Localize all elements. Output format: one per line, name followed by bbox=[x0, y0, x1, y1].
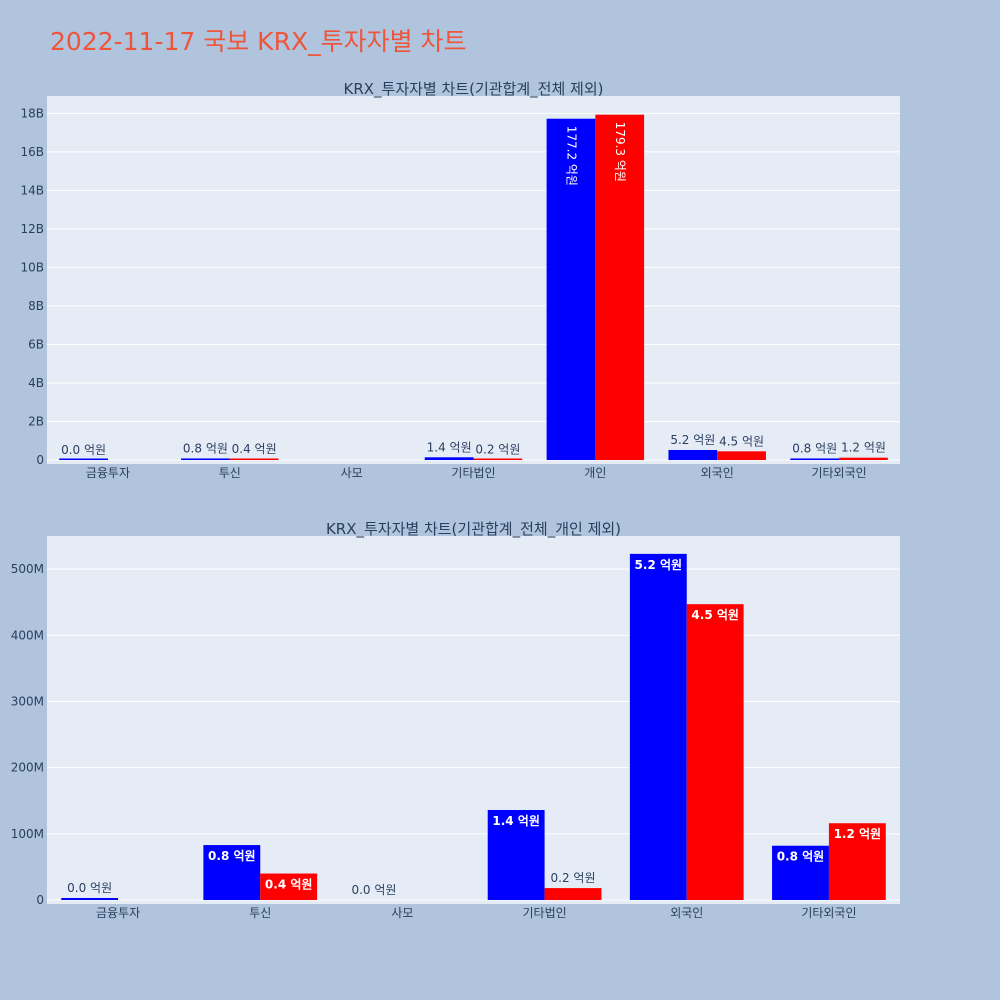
data-label: 0.0 억원 bbox=[67, 881, 112, 895]
y-tick-label: 200M bbox=[11, 761, 44, 775]
data-label: 1.4 억원 bbox=[427, 440, 472, 454]
bar bbox=[203, 845, 261, 900]
bar bbox=[595, 114, 645, 460]
plot-area bbox=[47, 96, 900, 464]
y-tick-label: 14B bbox=[20, 183, 44, 197]
data-label: 0.4 억원 bbox=[232, 442, 277, 456]
bar bbox=[61, 898, 119, 900]
bar bbox=[544, 888, 602, 900]
bar bbox=[424, 457, 474, 460]
x-tick-label: 사모 bbox=[391, 906, 413, 920]
data-label: 177.2 억원 bbox=[564, 126, 578, 186]
bar bbox=[668, 449, 718, 460]
data-label: 5.2 억원 bbox=[635, 558, 683, 572]
bar bbox=[181, 458, 230, 460]
data-label: 0.8 억원 bbox=[792, 441, 837, 455]
x-tick-label: 금융투자 bbox=[86, 466, 130, 480]
bar bbox=[839, 457, 888, 460]
x-tick-label: 기타법인 bbox=[522, 906, 566, 920]
chart-2: 0 100M 200M 300M 400M 500M KRX_투자자별 차트(기관합계_전체… bbox=[11, 520, 900, 920]
chart-title: KRX_투자자별 차트(기관합계_전체 제외) bbox=[344, 80, 604, 99]
y-tick-label: 300M bbox=[11, 694, 44, 708]
bar bbox=[629, 553, 687, 900]
y-tick-label: 16B bbox=[20, 145, 44, 159]
data-label: 0.2 억원 bbox=[551, 871, 596, 885]
y-tick-label: 18B bbox=[20, 106, 44, 120]
x-tick-label: 투신 bbox=[249, 906, 271, 920]
data-label: 0.8 억원 bbox=[183, 441, 228, 455]
bar bbox=[59, 458, 108, 460]
data-label: 1.2 억원 bbox=[834, 827, 882, 841]
data-label: 0.2 억원 bbox=[475, 443, 520, 457]
bar bbox=[473, 458, 523, 460]
data-label: 0.0 억원 bbox=[351, 883, 396, 897]
x-tick-label: 외국인 bbox=[701, 466, 734, 480]
chart-1: 0 2B 4B 6B 8B 10B 12B 14B 16B 18B KRX_투자자별 차트(기관합계… bbox=[20, 80, 900, 480]
y-tick-label: 500M bbox=[11, 562, 44, 576]
y-tick-label: 100M bbox=[11, 827, 44, 841]
data-label: 1.4 억원 bbox=[492, 814, 540, 828]
bar bbox=[828, 823, 886, 900]
data-label: 0.8 억원 bbox=[208, 849, 256, 863]
y-tick-label: 4B bbox=[28, 376, 44, 390]
data-label: 0.8 억원 bbox=[777, 850, 825, 864]
y-tick-label: 6B bbox=[28, 337, 44, 351]
x-tick-label: 투신 bbox=[219, 466, 241, 480]
y-tick-label: 0 bbox=[36, 453, 44, 467]
x-tick-label: 금융투자 bbox=[96, 906, 140, 920]
bar bbox=[229, 458, 279, 460]
y-tick-label: 2B bbox=[28, 414, 44, 428]
x-tick-label: 기타외국인 bbox=[801, 906, 856, 920]
y-tick-label: 12B bbox=[20, 222, 44, 236]
bar bbox=[487, 809, 545, 900]
x-tick-label: 기타외국인 bbox=[811, 466, 866, 480]
data-label: 179.3 억원 bbox=[613, 122, 627, 182]
bar bbox=[790, 458, 840, 460]
y-tick-label: 8B bbox=[28, 299, 44, 313]
data-label: 0.0 억원 bbox=[61, 443, 106, 457]
x-tick-label: 개인 bbox=[584, 466, 606, 480]
page-title: 2022-11-17 국보 KRX_투자자별 차트 bbox=[50, 27, 467, 56]
data-label: 5.2 억원 bbox=[670, 433, 715, 447]
x-tick-label: 사모 bbox=[341, 466, 363, 480]
chart-title: KRX_투자자별 차트(기관합계_전체_개인 제외) bbox=[326, 520, 621, 539]
bar bbox=[546, 118, 596, 461]
x-tick-label: 외국인 bbox=[670, 906, 703, 920]
data-label: 4.5 억원 bbox=[719, 434, 764, 448]
y-tick-label: 0 bbox=[36, 893, 44, 907]
data-label: 4.5 억원 bbox=[691, 608, 739, 622]
bar bbox=[686, 604, 744, 900]
y-tick-label: 400M bbox=[11, 628, 44, 642]
x-tick-label: 기타법인 bbox=[451, 466, 495, 480]
bar bbox=[260, 873, 318, 900]
data-label: 1.2 억원 bbox=[841, 441, 886, 455]
bar bbox=[717, 451, 766, 460]
data-label: 0.4 억원 bbox=[265, 878, 313, 892]
bar bbox=[772, 845, 829, 900]
plot-area bbox=[47, 536, 900, 904]
y-tick-label: 10B bbox=[20, 260, 44, 274]
